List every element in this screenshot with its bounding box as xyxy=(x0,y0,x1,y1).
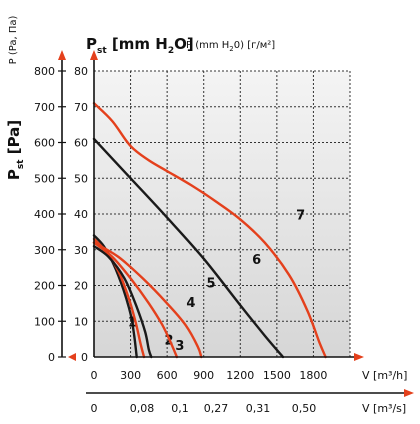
left-axis-title-unit: [Pa] xyxy=(5,120,23,154)
origin-arrow xyxy=(68,353,76,361)
y-tick-mmh2o: 20 xyxy=(74,280,88,293)
left-axis-title: Pst [Pa] P (Pa, Па) xyxy=(5,16,26,181)
x-axis-secondary-arrow xyxy=(404,389,414,397)
x-tick-secondary: 0,31 xyxy=(246,402,271,415)
tick-labels: 0102030405060708001002003004005006007008… xyxy=(34,65,327,415)
x-tick-secondary: 0,27 xyxy=(204,402,229,415)
right-title-sub2: 2 xyxy=(168,46,174,56)
x-tick-secondary: 0,1 xyxy=(171,402,189,415)
curve-label-3: 3 xyxy=(175,339,184,354)
y-tick-pa: 200 xyxy=(34,280,55,293)
x-tick-secondary: 0,08 xyxy=(130,402,155,415)
curve-3 xyxy=(92,245,153,359)
right-title-sub: st xyxy=(97,46,107,56)
x-axis-secondary-label: V [m³/s] xyxy=(362,402,406,415)
right-subtitle: P (mm H xyxy=(186,40,229,51)
y-tick-pa: 800 xyxy=(34,65,55,78)
curve-5 xyxy=(92,241,203,359)
y-tick-pa: 600 xyxy=(34,137,55,150)
curve-6 xyxy=(92,137,285,359)
right-subtitle-sub: 2 xyxy=(229,45,233,53)
right-subtitle-end: 0) [г/м²] xyxy=(234,40,276,51)
y-tick-mmh2o: 0 xyxy=(81,351,88,364)
right-title-main: P xyxy=(86,35,97,53)
y-tick-pa: 0 xyxy=(48,351,55,364)
right-title-unit: [mm H xyxy=(112,35,168,53)
y-tick-mmh2o: 60 xyxy=(74,137,88,150)
x-tick-secondary: 0,50 xyxy=(292,402,317,415)
x-tick: 1800 xyxy=(299,369,327,382)
curve-1 xyxy=(92,234,138,359)
y-tick-mmh2o: 70 xyxy=(74,101,88,114)
curve-label-4: 4 xyxy=(186,296,195,311)
x-axis-arrow xyxy=(354,353,364,361)
y-tick-mmh2o: 40 xyxy=(74,208,88,221)
curve-label-7: 7 xyxy=(296,208,305,223)
y-tick-pa: 400 xyxy=(34,208,55,221)
y-tick-pa: 700 xyxy=(34,101,55,114)
right-header: Pst [mm H2O] P (mm H20) [г/м²] xyxy=(86,35,275,56)
svg-text:Pst [mm H2O]: Pst [mm H2O] xyxy=(86,35,194,56)
curve-4 xyxy=(92,241,179,359)
y-tick-mmh2o: 30 xyxy=(74,244,88,257)
curve-7 xyxy=(92,102,327,359)
svg-text:Pst [Pa]: Pst [Pa] xyxy=(5,120,26,180)
y-tick-mmh2o: 10 xyxy=(74,315,88,328)
x-tick-secondary: 0 xyxy=(91,402,98,415)
y-tick-pa: 500 xyxy=(34,172,55,185)
y-axis-arrow xyxy=(90,50,98,60)
x-tick: 300 xyxy=(120,369,141,382)
x-axis-label: V [m³/h] xyxy=(362,369,407,382)
x-tick: 900 xyxy=(193,369,214,382)
left-top-label: P (Pa, Па) xyxy=(8,16,19,65)
y-axis-pa-arrow xyxy=(58,50,66,60)
curve-label-6: 6 xyxy=(252,253,261,268)
curve-label-5: 5 xyxy=(206,276,215,291)
y-tick-pa: 100 xyxy=(34,315,55,328)
y-tick-mmh2o: 80 xyxy=(74,65,88,78)
x-tick: 600 xyxy=(157,369,178,382)
x-tick: 1500 xyxy=(263,369,291,382)
left-axis-title-sub: st xyxy=(16,159,26,169)
x-tick: 1200 xyxy=(226,369,254,382)
right-title-end: O] xyxy=(174,35,194,53)
y-tick-mmh2o: 50 xyxy=(74,172,88,185)
y-tick-pa: 300 xyxy=(34,244,55,257)
svg-text:P (mm H20) [г/м²]: P (mm H20) [г/м²] xyxy=(186,40,275,53)
curve-label-1: 1 xyxy=(128,316,137,331)
x-tick: 0 xyxy=(91,369,98,382)
left-axis-title-main: P xyxy=(5,169,23,180)
